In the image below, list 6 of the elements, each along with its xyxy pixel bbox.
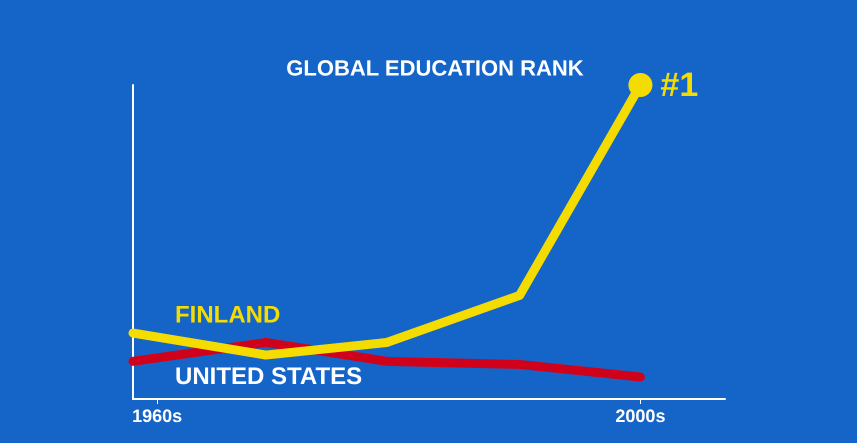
chart-title: GLOBAL EDUCATION RANK — [286, 56, 584, 80]
series-label: UNITED STATES — [175, 362, 362, 390]
x-tick-label: 1960s — [132, 406, 182, 426]
annotation: #1 — [660, 66, 698, 104]
series-label: FINLAND — [175, 302, 280, 329]
x-tick-label: 2000s — [615, 406, 666, 426]
